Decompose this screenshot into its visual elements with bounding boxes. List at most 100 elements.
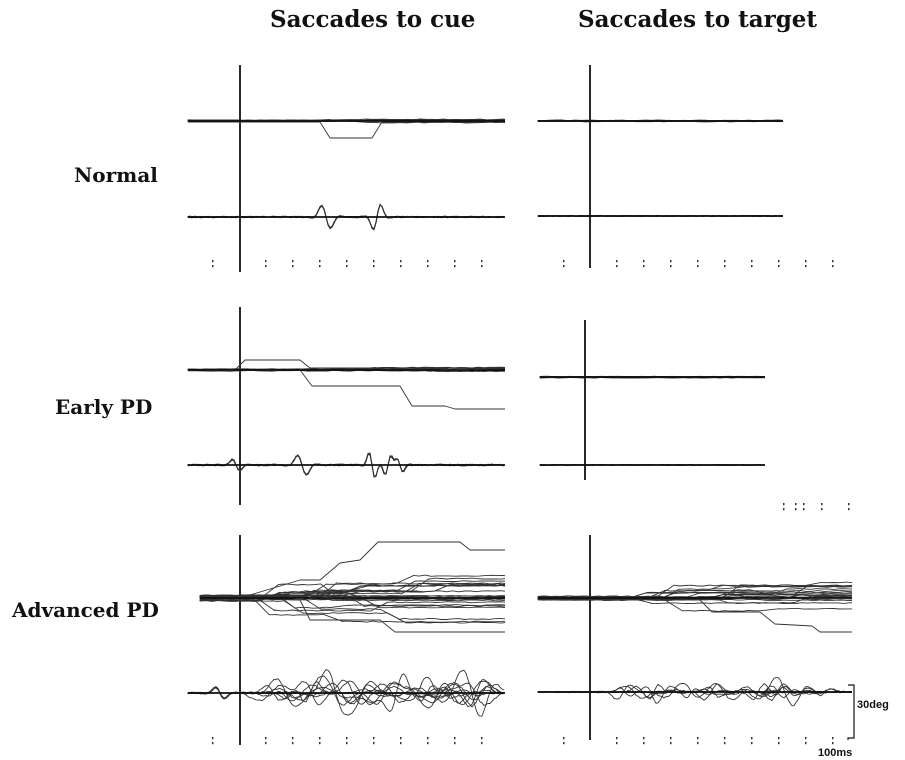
time-marks-advanced-pd-cue-tick-7-b — [427, 742, 429, 745]
time-marks-normal-target-tick-2-b — [643, 265, 645, 268]
panel-advanced-pd-cue — [187, 535, 506, 745]
time-marks-normal-target-tick-4-a — [697, 260, 699, 263]
scale-bar-amplitude-label: 30deg — [857, 699, 889, 711]
time-marks-advanced-pd-cue-tick-0-a — [212, 737, 214, 740]
time-marks-advanced-pd-cue-tick-4-a — [346, 737, 348, 740]
position-trace-advanced-pd-target — [537, 597, 852, 633]
row-label-normal: Normal — [74, 163, 158, 187]
time-marks-normal-target-tick-5-a — [724, 260, 726, 263]
time-marks-normal-target-tick-9-b — [832, 265, 834, 268]
position-trace-advanced-pd-target — [537, 589, 853, 598]
position-trace-advanced-pd-cue — [199, 600, 506, 624]
time-marks-advanced-pd-target-tick-5-a — [724, 737, 726, 740]
time-marks-normal-target-tick-8-b — [805, 265, 807, 268]
scale-bar-lines — [847, 684, 855, 740]
time-marks-advanced-pd-cue-tick-6-a — [400, 737, 402, 740]
time-marks-normal-target-tick-7-b — [778, 265, 780, 268]
time-marks-early-pd-target-tick-2-a — [803, 503, 805, 506]
time-marks-advanced-pd-target-tick-0-b — [563, 742, 565, 745]
position-trace-advanced-pd-cue — [199, 574, 506, 599]
position-trace-early-pd-cue — [187, 367, 505, 370]
time-marks-normal-cue-tick-6-b — [400, 265, 402, 268]
time-marks-advanced-pd-target-tick-3-a — [670, 737, 672, 740]
time-marks-normal-target-tick-8-a — [805, 260, 807, 263]
time-marks-normal-cue-tick-9-a — [481, 260, 483, 263]
time-marks-normal-target-tick-9-a — [832, 260, 834, 263]
position-trace-normal-cue — [188, 121, 505, 139]
scale-bar-time-label: 100ms — [818, 747, 852, 759]
time-marks-normal-cue-tick-3-b — [319, 265, 321, 268]
time-marks-normal-cue-tick-9-b — [481, 265, 483, 268]
time-marks-early-pd-target-tick-1-b — [795, 508, 797, 511]
time-marks-early-pd-target-tick-1-a — [795, 503, 797, 506]
time-marks-normal-target-tick-2-a — [643, 260, 645, 263]
time-marks-normal-target-tick-5-b — [724, 265, 726, 268]
time-marks-normal-cue-tick-5-a — [373, 260, 375, 263]
time-marks-advanced-pd-target-tick-9-b — [832, 742, 834, 745]
column-title-target: Saccades to target — [578, 6, 818, 33]
time-marks-advanced-pd-cue-tick-9-a — [481, 737, 483, 740]
time-marks-normal-cue-tick-7-b — [427, 265, 429, 268]
time-marks-advanced-pd-cue-tick-6-b — [400, 742, 402, 745]
time-marks-early-pd-target-tick-2-b — [803, 508, 805, 511]
time-marks-advanced-pd-cue-tick-3-a — [319, 737, 321, 740]
time-marks-advanced-pd-cue-tick-1-a — [265, 737, 267, 740]
time-marks-advanced-pd-cue-tick-7-a — [427, 737, 429, 740]
time-marks-normal-target-tick-0-b — [563, 265, 565, 268]
position-trace-advanced-pd-cue — [199, 597, 505, 633]
position-trace-early-pd-cue — [188, 369, 505, 410]
time-marks-advanced-pd-cue-tick-2-a — [292, 737, 294, 740]
time-marks-normal-target-tick-7-a — [778, 260, 780, 263]
panel-advanced-pd-target — [537, 535, 853, 745]
row-label-early-pd: Early PD — [55, 395, 153, 419]
time-marks-normal-target-tick-6-b — [751, 265, 753, 268]
time-marks-normal-cue-tick-8-b — [454, 265, 456, 268]
time-marks-normal-cue-tick-1-b — [265, 265, 267, 268]
time-marks-normal-target-tick-6-a — [751, 260, 753, 263]
time-marks-early-pd-target-tick-3-a — [821, 503, 823, 506]
time-marks-advanced-pd-target-tick-5-b — [724, 742, 726, 745]
panel-normal-cue — [187, 65, 506, 272]
time-marks-advanced-pd-cue-tick-2-b — [292, 742, 294, 745]
time-marks-advanced-pd-cue-tick-9-b — [481, 742, 483, 745]
time-marks-advanced-pd-target-tick-3-b — [670, 742, 672, 745]
time-marks-normal-cue-tick-3-a — [319, 260, 321, 263]
time-marks-advanced-pd-target-tick-6-a — [751, 737, 753, 740]
time-marks-normal-cue-tick-5-b — [373, 265, 375, 268]
time-marks-advanced-pd-cue-tick-5-b — [373, 742, 375, 745]
position-trace-advanced-pd-target — [537, 598, 853, 612]
time-marks-advanced-pd-cue-tick-5-a — [373, 737, 375, 740]
time-marks-advanced-pd-target-tick-1-b — [616, 742, 618, 745]
time-marks-early-pd-target-tick-3-b — [821, 508, 823, 511]
time-marks-early-pd-target-tick-4-a — [848, 503, 850, 506]
time-marks-advanced-pd-target-tick-8-a — [805, 737, 807, 740]
position-trace-advanced-pd-target — [537, 591, 853, 601]
time-marks-normal-cue-tick-4-b — [346, 265, 348, 268]
time-marks-advanced-pd-target-tick-0-a — [563, 737, 565, 740]
time-marks-normal-cue-tick-1-a — [265, 260, 267, 263]
time-marks-normal-target-tick-1-b — [616, 265, 618, 268]
time-marks-advanced-pd-target-tick-7-b — [778, 742, 780, 745]
time-marks-advanced-pd-cue-tick-4-b — [346, 742, 348, 745]
row-label-advanced-pd: Advanced PD — [12, 598, 159, 622]
time-marks-early-pd-target-tick-0-b — [783, 508, 785, 511]
time-marks-advanced-pd-cue-tick-0-b — [212, 742, 214, 745]
time-marks-normal-cue-tick-2-b — [292, 265, 294, 268]
time-marks-normal-cue-tick-7-a — [427, 260, 429, 263]
time-marks-advanced-pd-target-tick-9-a — [832, 737, 834, 740]
time-marks-normal-target-tick-3-b — [670, 265, 672, 268]
time-marks-advanced-pd-cue-tick-1-b — [265, 742, 267, 745]
time-marks-advanced-pd-target-tick-2-b — [643, 742, 645, 745]
time-marks-normal-cue-tick-6-a — [400, 260, 402, 263]
panel-early-pd-cue — [187, 307, 506, 505]
scale-bar: 30deg 100ms — [818, 684, 889, 759]
time-marks-advanced-pd-target-tick-1-a — [616, 737, 618, 740]
time-marks-advanced-pd-target-tick-2-a — [643, 737, 645, 740]
time-marks-advanced-pd-cue-tick-3-b — [319, 742, 321, 745]
time-marks-advanced-pd-target-tick-4-a — [697, 737, 699, 740]
time-marks-normal-cue-tick-2-a — [292, 260, 294, 263]
time-marks-normal-target-tick-4-b — [697, 265, 699, 268]
time-marks-advanced-pd-target-tick-4-b — [697, 742, 699, 745]
time-marks-advanced-pd-target-tick-7-a — [778, 737, 780, 740]
